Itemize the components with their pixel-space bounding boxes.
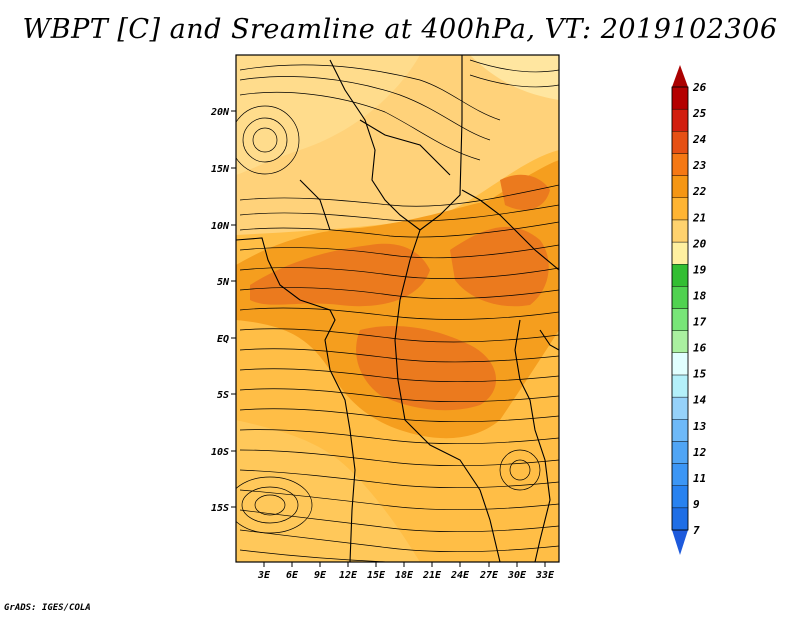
lon-label: 6E <box>286 570 299 581</box>
colorbar-swatch <box>671 352 689 376</box>
colorbar-swatch <box>671 396 689 420</box>
colorbar-label: 17 <box>693 316 707 329</box>
lat-label: 15N <box>211 164 230 175</box>
colorbar-label: 19 <box>693 263 707 276</box>
colorbar-swatch <box>671 419 689 442</box>
lat-label: 5N <box>217 277 230 288</box>
colorbar-swatch <box>671 330 689 353</box>
lat-label: 5S <box>217 390 229 401</box>
lon-label: 24E <box>450 570 470 581</box>
lon-label: 12E <box>339 570 358 581</box>
colorbar-swatch <box>671 374 689 398</box>
lon-label: 9E <box>314 570 327 581</box>
lon-label: 18E <box>395 570 414 581</box>
colorbar-label: 14 <box>693 394 707 407</box>
lon-axis: 3E 6E 9E 12E 15E 18E 21E 24E 27E 30E 33E <box>257 562 555 581</box>
colorbar-top-arrow <box>672 65 688 87</box>
colorbar-label: 9 <box>693 498 700 511</box>
colorbar-swatch <box>671 463 689 486</box>
colorbar-bottom-arrow <box>672 530 688 555</box>
map-panel <box>236 55 559 562</box>
lon-label: 3E <box>257 570 271 581</box>
colorbar-label: 22 <box>692 185 707 198</box>
colorbar-swatch <box>671 197 689 221</box>
lon-label: 27E <box>479 570 499 581</box>
colorbar-label: 18 <box>693 289 707 302</box>
lat-label: 15S <box>211 503 229 514</box>
colorbar-swatch <box>671 507 689 531</box>
colorbar-label: 26 <box>692 81 707 94</box>
colorbar-swatch <box>671 485 689 509</box>
colorbar-swatch <box>671 286 689 309</box>
lon-label: 15E <box>367 570 386 581</box>
colorbar-label: 24 <box>692 133 707 146</box>
colorbar-label: 15 <box>693 368 707 381</box>
map-frame <box>235 54 560 563</box>
colorbar-swatch <box>671 86 689 110</box>
colorbar-swatch <box>671 219 689 243</box>
lat-label: 10S <box>211 447 229 458</box>
colorbar-label: 21 <box>692 211 706 224</box>
colorbar-label: 12 <box>693 446 707 459</box>
lat-axis: 20N 15N 10N 5N EQ 5S 10S 15S <box>210 107 236 514</box>
colorbar: 7 9 11 12 13 14 15 16 17 18 19 20 21 22 23 24 25 26 <box>671 65 707 555</box>
colorbar-label: 11 <box>693 472 706 485</box>
colorbar-label: 23 <box>692 159 707 172</box>
colorbar-label: 16 <box>693 342 707 355</box>
colorbar-swatch <box>671 108 689 132</box>
lon-label: 33E <box>535 570 555 581</box>
colorbar-label: 20 <box>692 237 707 250</box>
colorbar-swatch <box>671 131 689 154</box>
colorbar-swatch <box>671 308 689 331</box>
colorbar-swatch <box>671 241 689 265</box>
colorbar-label: 25 <box>692 107 707 120</box>
lat-label: 10N <box>211 221 230 232</box>
colorbar-label: 13 <box>693 420 707 433</box>
map-title: WBPT [C] and Sreamline at 400hPa, VT: 20… <box>22 14 778 45</box>
credit-text: GrADS: IGES/COLA <box>4 603 91 613</box>
colorbar-swatch <box>671 441 689 464</box>
colorbar-swatch <box>671 175 689 198</box>
colorbar-label: 7 <box>693 524 700 537</box>
lon-label: 30E <box>507 570 527 581</box>
lon-label: 21E <box>422 570 442 581</box>
colorbar-swatch <box>671 153 689 176</box>
colorbar-swatch <box>671 264 689 287</box>
lat-label: EQ <box>217 334 229 345</box>
lat-label: 20N <box>210 107 230 118</box>
